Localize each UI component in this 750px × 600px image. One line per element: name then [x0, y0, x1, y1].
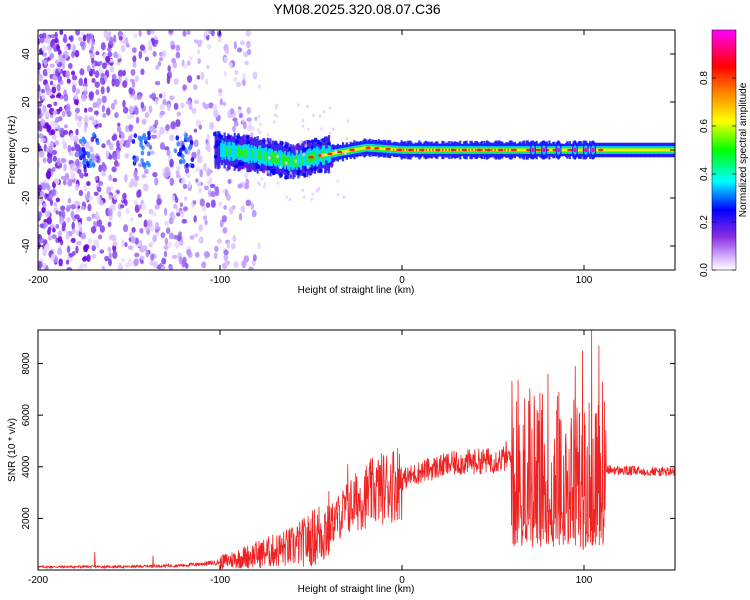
spectrogram-image [38, 30, 675, 270]
snr-y-tick-label: 6000 [21, 404, 32, 427]
snr-panel: -200 -100 0 100 2000 4000 6000 8000 Height of … [7, 329, 676, 595]
colorbar-ticks: 0.0 0.2 0.4 0.6 0.8 [699, 71, 736, 277]
colorbar-label: Normalized spectral amplitude [738, 82, 749, 217]
snr-y-tick-label: 4000 [21, 455, 32, 478]
colorbar-tick-label: 0.8 [699, 71, 710, 85]
spectrogram-x-tick-label: 0 [399, 275, 405, 286]
spectrogram-y-tick-label: -40 [21, 238, 32, 253]
snr-y-axis: 2000 4000 6000 8000 [21, 352, 675, 530]
spectrogram-y-label: Frequency (Hz) [7, 116, 18, 185]
spectrogram-x-tick-label: -100 [210, 275, 230, 286]
spectrogram-x-tick-label: 100 [576, 275, 593, 286]
spectrogram-y-tick-label: 0 [21, 147, 32, 153]
spectrogram-y-tick-label: -20 [21, 190, 32, 205]
spectrogram-y-tick-label: 40 [21, 48, 32, 60]
colorbar-tick-label: 0.6 [699, 119, 710, 133]
spectrogram-y-tick-label: 20 [21, 96, 32, 108]
snr-x-axis: -200 -100 0 100 [28, 330, 593, 586]
spectrogram-x-tick-label: -200 [28, 275, 48, 286]
spectrogram-x-axis: -200 -100 0 100 [28, 30, 593, 286]
spectrogram-x-label: Height of straight line (km) [298, 285, 415, 296]
colorbar-gradient [711, 29, 737, 271]
snr-y-label: SNR (10 * v/v) [7, 418, 18, 482]
snr-frame [37, 329, 676, 571]
snr-series-line [38, 330, 675, 570]
colorbar-tick-label: 0.2 [699, 215, 710, 229]
snr-y-tick-label: 2000 [21, 507, 32, 530]
colorbar-tick-label: 0.0 [699, 263, 710, 277]
snr-x-tick-label: 0 [399, 575, 405, 586]
snr-x-tick-label: 100 [576, 575, 593, 586]
snr-x-tick-label: -100 [210, 575, 230, 586]
colorbar-tick-label: 0.4 [699, 167, 710, 181]
spectrogram-y-axis: -40 -20 0 20 40 [21, 48, 675, 253]
snr-x-tick-label: -200 [28, 575, 48, 586]
snr-x-label: Height of straight line (km) [298, 584, 415, 595]
figure-title: YM08.2025.320.08.07.C36 [273, 1, 441, 17]
snr-y-tick-label: 8000 [21, 352, 32, 375]
colorbar: 0.0 0.2 0.4 0.6 0.8 Normalized spectral ampl… [699, 29, 749, 277]
